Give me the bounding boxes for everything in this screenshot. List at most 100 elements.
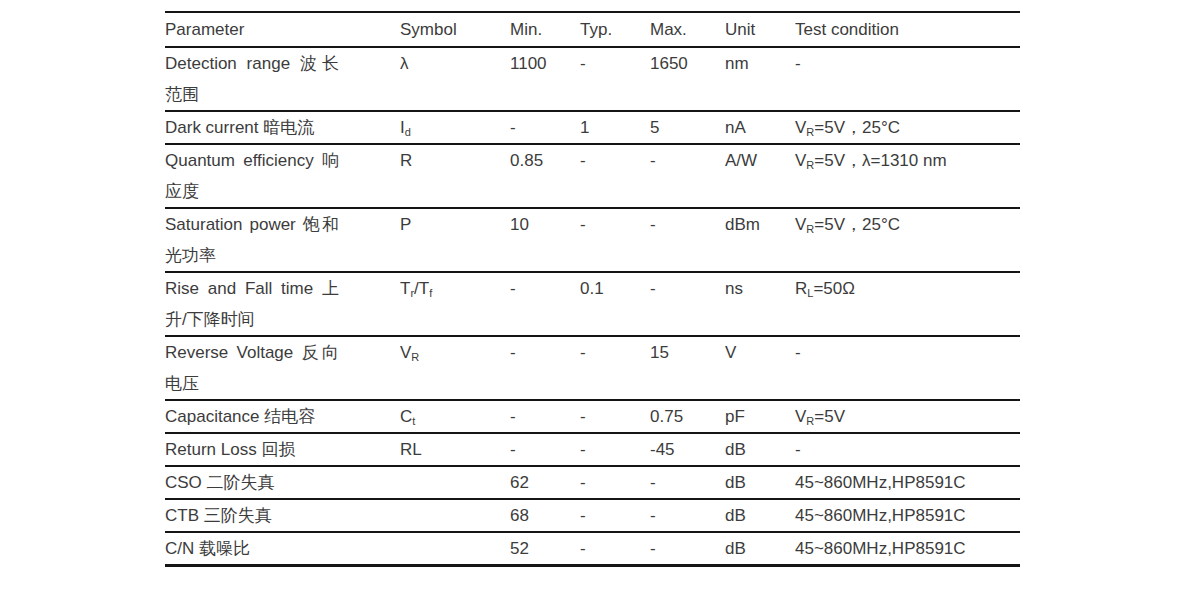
- parameter-cell: Saturation power 饱和光功率: [165, 208, 400, 272]
- col-header-min: Min.: [510, 12, 580, 47]
- parameter-cell: Detection range 波长范围: [165, 47, 400, 111]
- test-condition-cell: 45~860MHz,HP8591C: [795, 466, 1020, 499]
- min-value-cell: 1100: [510, 47, 580, 111]
- max-value-cell: -: [650, 499, 725, 532]
- max-value-cell: -: [650, 208, 725, 272]
- max-value-cell: 15: [650, 336, 725, 400]
- col-header-unit: Unit: [725, 12, 795, 47]
- col-header-symbol: Symbol: [400, 12, 510, 47]
- typ-value-cell: -: [580, 144, 650, 208]
- symbol-cell: λ: [400, 47, 510, 111]
- max-value-cell: -: [650, 272, 725, 336]
- table-row: Rise and Fall time 上升/下降时间 Tr/Tf - 0.1 -…: [165, 272, 1020, 336]
- test-condition-cell: VR=5V，λ=1310 nm: [795, 144, 1020, 208]
- max-value-cell: -45: [650, 433, 725, 466]
- typ-value-cell: -: [580, 466, 650, 499]
- parameter-cell: Return Loss 回损: [165, 433, 400, 466]
- symbol-cell: VR: [400, 336, 510, 400]
- symbol-cell: Tr/Tf: [400, 272, 510, 336]
- col-header-max: Max.: [650, 12, 725, 47]
- max-value-cell: -: [650, 532, 725, 566]
- min-value-cell: -: [510, 336, 580, 400]
- subscript: f: [429, 287, 432, 299]
- min-value-cell: 68: [510, 499, 580, 532]
- unit-cell: dB: [725, 532, 795, 566]
- symbol-cell: P: [400, 208, 510, 272]
- table-row: Dark current 暗电流 Id - 1 5 nA VR=5V，25°C: [165, 111, 1020, 144]
- max-value-cell: 5: [650, 111, 725, 144]
- parameter-cell: CTB 三阶失真: [165, 499, 400, 532]
- typ-value-cell: -: [580, 336, 650, 400]
- header-row: Parameter Symbol Min. Typ. Max. Unit Tes…: [165, 12, 1020, 47]
- symbol-cell: R: [400, 144, 510, 208]
- max-value-cell: 1650: [650, 47, 725, 111]
- min-value-cell: -: [510, 111, 580, 144]
- table-row: CSO 二阶失真 62 - - dB 45~860MHz,HP8591C: [165, 466, 1020, 499]
- table-row: Return Loss 回损 RL - - -45 dB -: [165, 433, 1020, 466]
- test-condition-cell: RL=50Ω: [795, 272, 1020, 336]
- test-condition-cell: -: [795, 433, 1020, 466]
- parameter-cell: Quantum efficiency 响应度: [165, 144, 400, 208]
- table-row: Quantum efficiency 响应度 R 0.85 - - A/W VR…: [165, 144, 1020, 208]
- test-condition-cell: 45~860MHz,HP8591C: [795, 532, 1020, 566]
- parameter-cell: C/N 载噪比: [165, 532, 400, 566]
- col-header-typ: Typ.: [580, 12, 650, 47]
- typ-value-cell: -: [580, 532, 650, 566]
- subscript: d: [405, 126, 411, 138]
- typ-value-cell: 1: [580, 111, 650, 144]
- unit-cell: dBm: [725, 208, 795, 272]
- table-row: Saturation power 饱和光功率 P 10 - - dBm VR=5…: [165, 208, 1020, 272]
- symbol-cell: [400, 499, 510, 532]
- test-condition-cell: VR=5V，25°C: [795, 111, 1020, 144]
- symbol-cell: [400, 532, 510, 566]
- min-value-cell: 52: [510, 532, 580, 566]
- unit-cell: nm: [725, 47, 795, 111]
- typ-value-cell: -: [580, 47, 650, 111]
- test-condition-cell: 45~860MHz,HP8591C: [795, 499, 1020, 532]
- spec-table: Parameter Symbol Min. Typ. Max. Unit Tes…: [165, 11, 1020, 567]
- unit-cell: A/W: [725, 144, 795, 208]
- test-condition-cell: -: [795, 336, 1020, 400]
- test-condition-cell: VR=5V，25°C: [795, 208, 1020, 272]
- min-value-cell: -: [510, 400, 580, 433]
- unit-cell: nA: [725, 111, 795, 144]
- min-value-cell: -: [510, 272, 580, 336]
- col-header-parameter: Parameter: [165, 12, 400, 47]
- table-row: C/N 载噪比 52 - - dB 45~860MHz,HP8591C: [165, 532, 1020, 566]
- symbol-cell: RL: [400, 433, 510, 466]
- col-header-test-condition: Test condition: [795, 12, 1020, 47]
- max-value-cell: -: [650, 466, 725, 499]
- table-row: Capacitance 结电容 Ct - - 0.75 pF VR=5V: [165, 400, 1020, 433]
- min-value-cell: 0.85: [510, 144, 580, 208]
- test-condition-cell: -: [795, 47, 1020, 111]
- unit-cell: dB: [725, 466, 795, 499]
- parameter-cell: Rise and Fall time 上升/下降时间: [165, 272, 400, 336]
- typ-value-cell: -: [580, 208, 650, 272]
- max-value-cell: -: [650, 144, 725, 208]
- subscript: R: [411, 351, 419, 363]
- min-value-cell: -: [510, 433, 580, 466]
- table-row: Detection range 波长范围 λ 1100 - 1650 nm -: [165, 47, 1020, 111]
- symbol-cell: Ct: [400, 400, 510, 433]
- table-row: Reverse Voltage 反向电压 VR - - 15 V -: [165, 336, 1020, 400]
- unit-cell: V: [725, 336, 795, 400]
- typ-value-cell: -: [580, 400, 650, 433]
- parameter-cell: CSO 二阶失真: [165, 466, 400, 499]
- max-value-cell: 0.75: [650, 400, 725, 433]
- parameter-cell: Dark current 暗电流: [165, 111, 400, 144]
- min-value-cell: 10: [510, 208, 580, 272]
- typ-value-cell: 0.1: [580, 272, 650, 336]
- test-condition-cell: VR=5V: [795, 400, 1020, 433]
- symbol-cell: Id: [400, 111, 510, 144]
- parameter-cell: Reverse Voltage 反向电压: [165, 336, 400, 400]
- unit-cell: ns: [725, 272, 795, 336]
- parameter-cell: Capacitance 结电容: [165, 400, 400, 433]
- min-value-cell: 62: [510, 466, 580, 499]
- unit-cell: dB: [725, 433, 795, 466]
- symbol-cell: [400, 466, 510, 499]
- typ-value-cell: -: [580, 433, 650, 466]
- subscript: t: [412, 415, 415, 427]
- table-row: CTB 三阶失真 68 - - dB 45~860MHz,HP8591C: [165, 499, 1020, 532]
- typ-value-cell: -: [580, 499, 650, 532]
- unit-cell: dB: [725, 499, 795, 532]
